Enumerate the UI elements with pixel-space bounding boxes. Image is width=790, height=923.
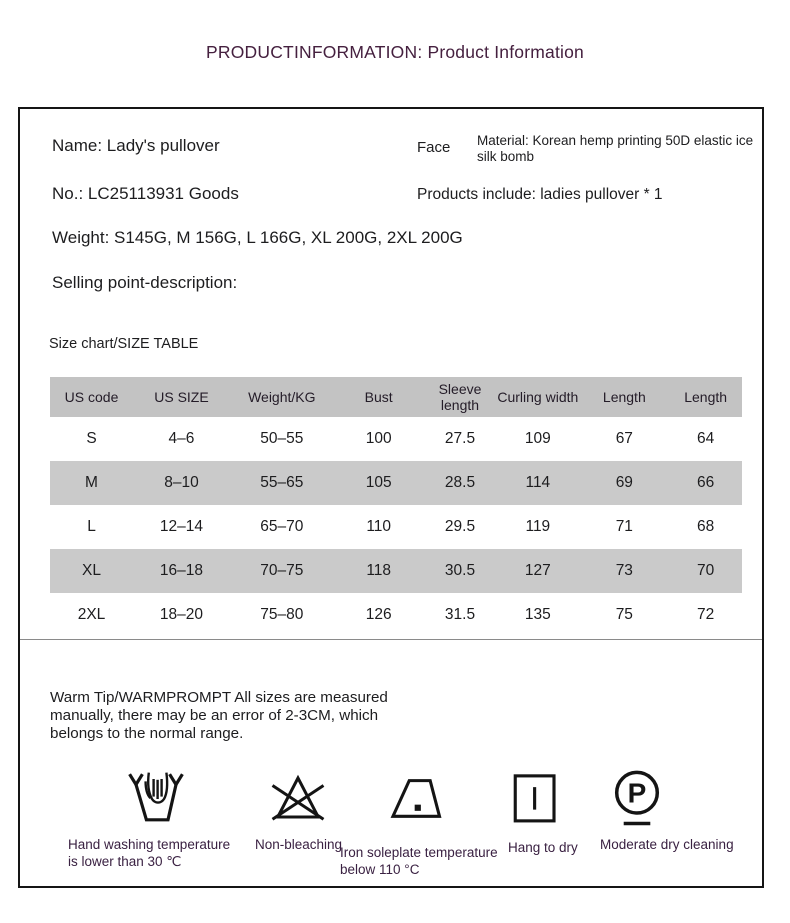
column-header: Weight/KG <box>229 377 334 417</box>
table-cell: 70–75 <box>229 549 334 593</box>
care-label: Moderate dry cleaning <box>600 837 734 852</box>
table-cell: S <box>86 430 97 447</box>
table-cell: 29.5 <box>444 518 476 535</box>
care-item-dry-cleaning: P Moderate dry cleaning <box>600 767 735 854</box>
table-cell: 66 <box>669 461 742 505</box>
table-row: XL 16–18 70–75 118 30.5 127 73 70 <box>50 549 742 593</box>
hang-to-dry-icon <box>509 767 559 834</box>
column-header: US SIZE <box>133 377 230 417</box>
table-cell: 105 <box>333 461 424 505</box>
selling-point-heading: Selling point-description: <box>52 273 238 292</box>
table-cell: 67 <box>615 430 633 447</box>
product-name: Name: Lady's pullover <box>52 136 220 155</box>
table-cell: L <box>87 518 96 535</box>
material-text: Material: Korean hemp printing 50D elast… <box>477 133 754 165</box>
face-label: Face <box>417 139 451 156</box>
table-cell: M <box>50 461 134 505</box>
table-cell: 114 <box>496 461 580 505</box>
table-cell: 68 <box>697 518 715 535</box>
dry-cleaning-icon: P <box>609 767 665 831</box>
table-row: L 12–14 65–70 110 29.5 119 71 68 <box>50 505 742 549</box>
table-cell: 12–14 <box>159 518 204 535</box>
table-cell: 73 <box>579 549 670 593</box>
care-label: Hand washing temperature is lower than 3… <box>68 837 231 869</box>
page-title: PRODUCTINFORMATION: Product Information <box>206 42 584 62</box>
table-cell: 65–70 <box>260 518 304 535</box>
table-cell: 119 <box>525 518 551 535</box>
table-cell: 71 <box>615 518 633 535</box>
table-cell: 2XL <box>77 606 106 623</box>
care-item-iron: Iron soleplate temperature below 110 °C <box>340 767 500 879</box>
table-cell: XL <box>50 549 134 593</box>
table-cell: 16–18 <box>133 549 230 593</box>
care-item-non-bleaching: Non-bleaching <box>255 767 350 854</box>
table-cell: 100 <box>365 430 392 447</box>
table-cell: 30.5 <box>423 549 497 593</box>
table-row: 2XL 18–20 75–80 126 31.5 135 75 72 <box>50 593 742 637</box>
column-header: Bust <box>333 377 424 417</box>
care-item-hand-wash: Hand washing temperature is lower than 3… <box>68 767 233 871</box>
size-chart-caption: Size chart/SIZE TABLE <box>49 336 199 352</box>
table-cell: 27.5 <box>444 430 476 447</box>
table-cell: 118 <box>333 549 424 593</box>
products-include: Products include: ladies pullover * 1 <box>417 186 663 203</box>
table-cell: 4–6 <box>168 430 195 447</box>
table-cell: 72 <box>697 606 715 623</box>
table-cell: 31.5 <box>444 606 476 623</box>
product-number: No.: LC25113931 Goods <box>52 184 239 203</box>
table-cell: 75 <box>615 606 633 623</box>
table-cell: 109 <box>524 430 551 447</box>
table-cell: 55–65 <box>229 461 334 505</box>
warm-tip-text: Warm Tip/WARMPROMPT All sizes are measur… <box>50 689 388 743</box>
size-table: US code US SIZE Weight/KG Bust Sleeve le… <box>50 377 742 637</box>
table-row: S 4–6 50–55 100 27.5 109 67 64 <box>50 417 742 461</box>
dry-clean-symbol: P <box>628 778 647 809</box>
table-cell: 64 <box>697 430 715 447</box>
column-header: Curling width <box>496 377 580 417</box>
table-cell: 127 <box>496 549 580 593</box>
table-cell: 8–10 <box>133 461 230 505</box>
product-info-panel: Name: Lady's pullover Face Material: Kor… <box>18 107 764 888</box>
column-header: Length <box>579 377 670 417</box>
care-label: Iron soleplate temperature below 110 °C <box>340 845 498 877</box>
table-cell: 18–20 <box>159 606 204 623</box>
table-header-row: US code US SIZE Weight/KG Bust Sleeve le… <box>50 377 742 417</box>
non-bleaching-icon <box>268 767 328 831</box>
column-header: Length <box>669 377 742 417</box>
iron-icon <box>386 767 448 839</box>
table-cell: 110 <box>366 518 392 535</box>
table-cell: 135 <box>524 606 551 623</box>
hand-wash-icon <box>124 767 188 831</box>
table-row: M 8–10 55–65 105 28.5 114 69 66 <box>50 461 742 505</box>
table-cell: 69 <box>579 461 670 505</box>
table-cell: 28.5 <box>423 461 497 505</box>
section-divider <box>20 639 762 640</box>
care-label: Non-bleaching <box>255 837 343 852</box>
care-item-hang-dry: Hang to dry <box>508 767 588 857</box>
product-weight: Weight: S145G, M 156G, L 166G, XL 200G, … <box>52 228 463 247</box>
table-cell: 126 <box>365 606 392 623</box>
column-header: Sleeve length <box>423 377 497 417</box>
care-label: Hang to dry <box>508 840 578 855</box>
column-header: US code <box>50 377 134 417</box>
table-cell: 50–55 <box>260 430 304 447</box>
table-cell: 70 <box>669 549 742 593</box>
size-table-body: S 4–6 50–55 100 27.5 109 67 64 M 8–10 55–65 105 28.5… <box>50 417 742 637</box>
table-cell: 75–80 <box>260 606 304 623</box>
